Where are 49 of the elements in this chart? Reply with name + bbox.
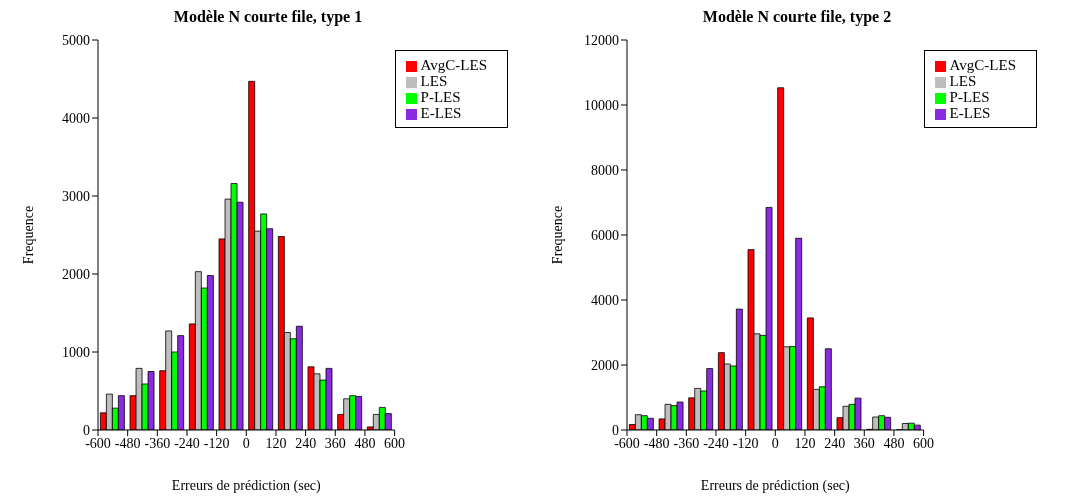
y-tick-label: 0 [612,422,619,438]
x-tick-label: 0 [771,435,779,451]
legend-label: E-LES [949,105,991,121]
y-tick-label: 2000 [62,266,90,282]
x-tick-label: -600 [614,435,640,451]
x-axis-title: Erreurs de prédiction (sec) [700,478,851,494]
x-tick-label: 0 [242,435,250,451]
x-tick-label: -360 [144,435,171,451]
x-tick-label: 120 [265,435,287,451]
y-axis-title: Frequence [20,205,36,265]
x-axis-title: Erreurs de prédiction (sec) [171,478,322,494]
x-tick-label: -480 [643,435,670,451]
y-tick-label: 1000 [62,344,90,360]
y-tick-label: 10000 [584,97,619,113]
y-tick-label: 3000 [62,188,90,204]
x-tick-label: 240 [295,435,317,451]
x-tick-label: -600 [85,435,111,451]
legend-label: AvgC-LES [420,57,487,73]
chart-title: Modèle N courte file, type 1 [172,8,364,28]
x-tick-label: -240 [174,435,200,451]
y-tick-label: 4000 [591,292,619,308]
y-tick-label: 2000 [591,357,619,373]
x-tick-label: 240 [824,435,846,451]
legend-label: E-LES [420,105,462,121]
x-tick-label: -120 [203,435,230,451]
legend-label: P-LES [949,89,990,105]
x-tick-label: 480 [354,435,376,451]
x-tick-label: 480 [883,435,905,451]
y-tick-label: 12000 [584,32,619,48]
x-tick-label: 360 [853,435,875,451]
y-tick-label: 6000 [591,227,619,243]
chart-title: Modèle N courte file, type 2 [701,8,893,28]
x-tick-label: -480 [114,435,141,451]
y-tick-label: 5000 [62,32,90,48]
legend-label: P-LES [420,89,461,105]
x-tick-label: 600 [384,435,406,451]
x-tick-label: -240 [703,435,729,451]
y-tick-label: 0 [83,422,90,438]
x-tick-label: 600 [913,435,935,451]
x-tick-label: 360 [324,435,346,451]
legend-label: LES [949,73,977,89]
x-tick-label: 120 [794,435,816,451]
y-axis-title: Frequence [549,205,565,265]
legend-label: AvgC-LES [949,57,1016,73]
y-tick-label: 4000 [62,110,90,126]
x-tick-label: -120 [732,435,759,451]
legend-label: LES [420,73,448,89]
y-tick-label: 8000 [591,162,619,178]
x-tick-label: -360 [673,435,700,451]
